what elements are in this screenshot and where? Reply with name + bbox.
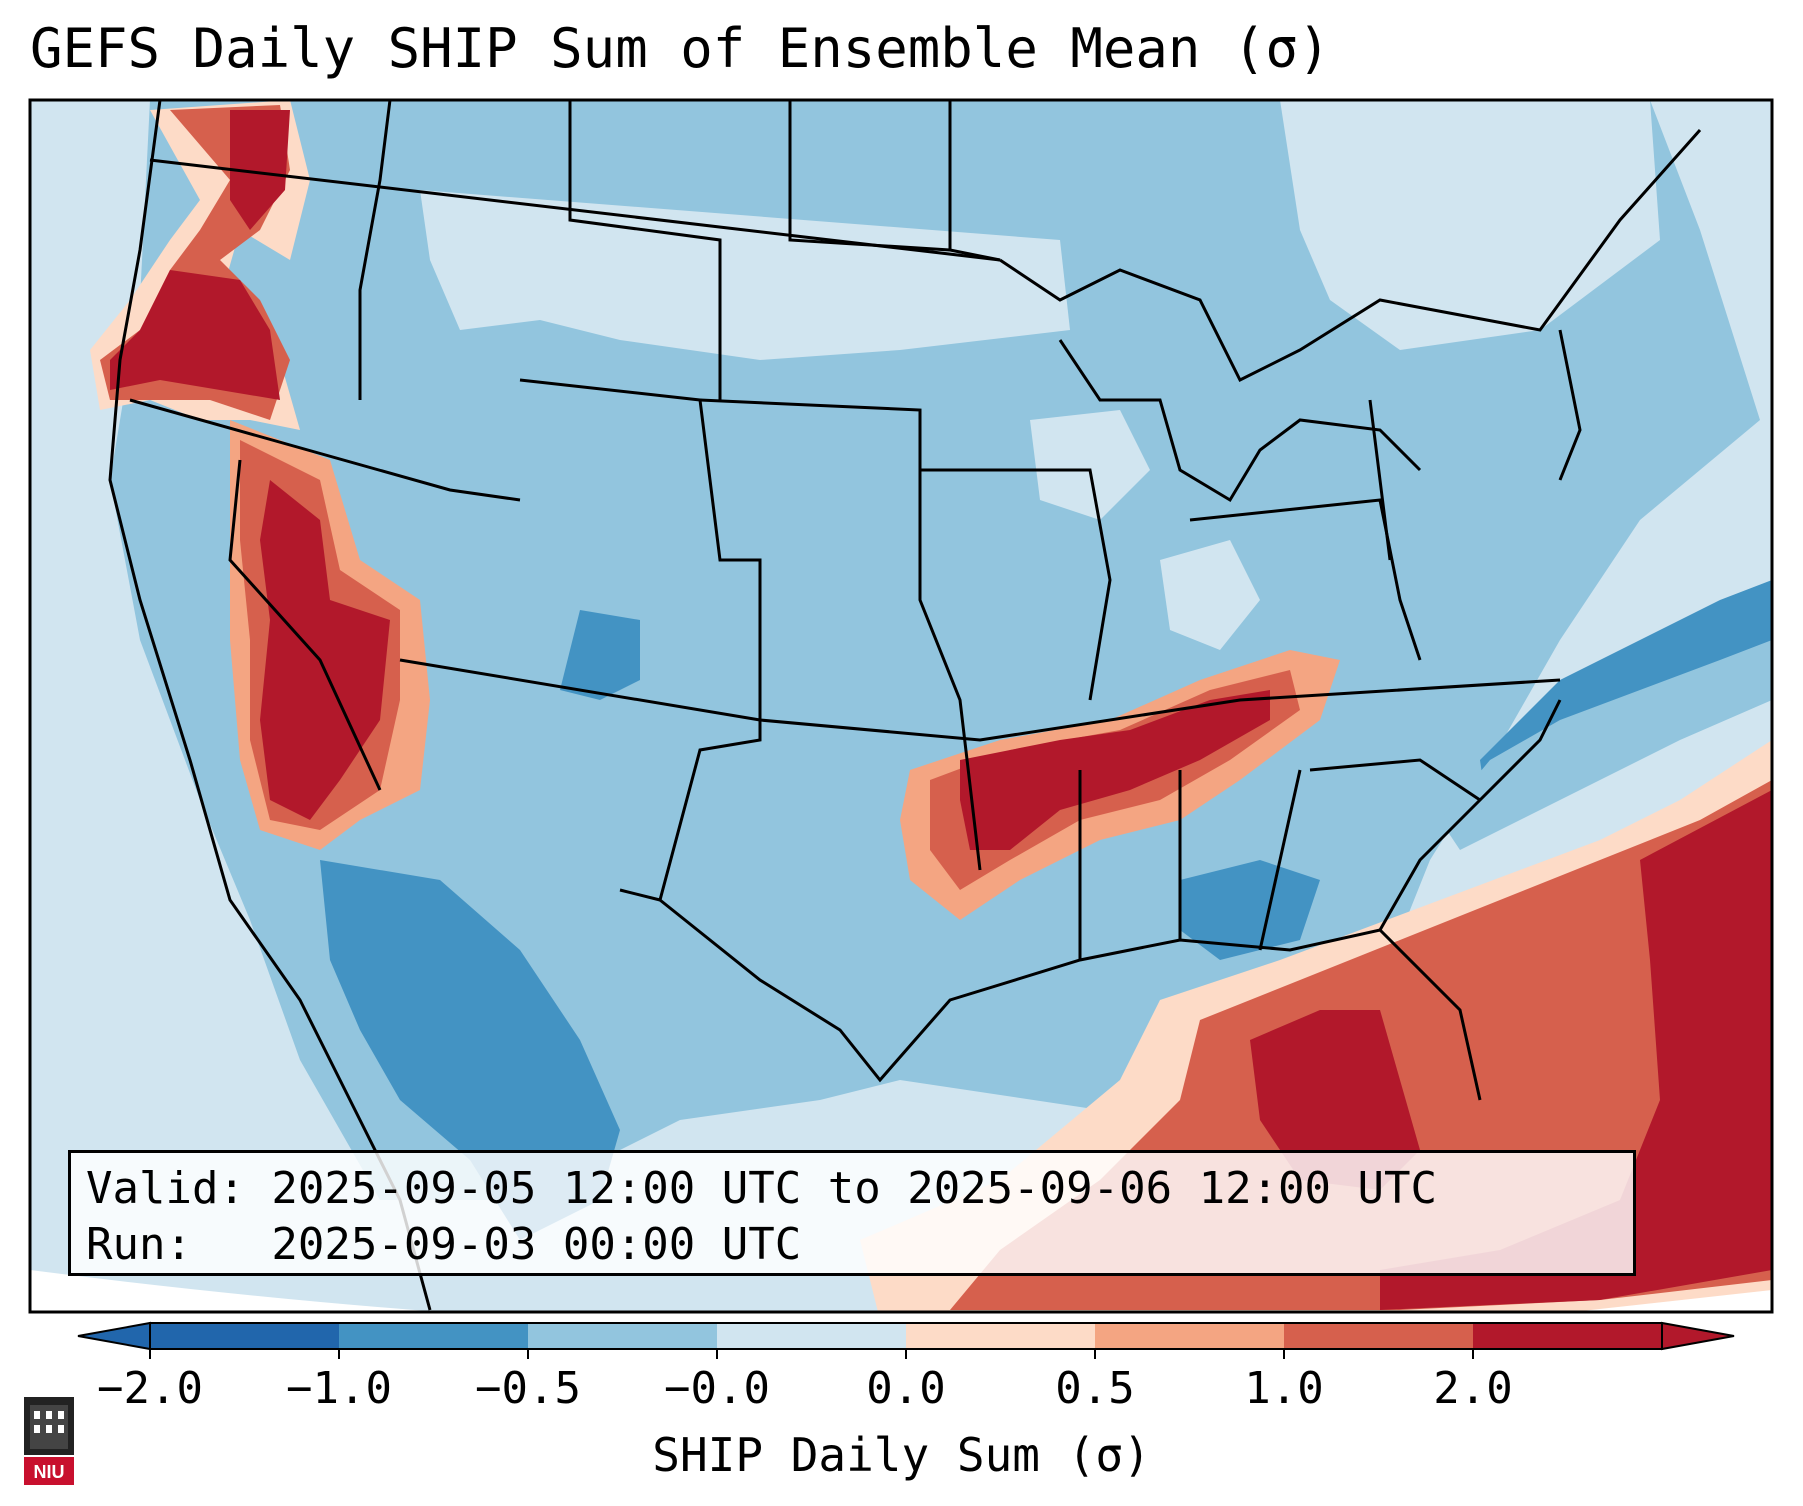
- colorbar: [77, 1321, 1735, 1359]
- colorbar-tick-label: 0.5: [1055, 1363, 1135, 1414]
- colorbar-tick-label: 0.0: [866, 1363, 946, 1414]
- state-borders: [108, 100, 1702, 1311]
- colorbar-swatch: [1284, 1323, 1474, 1349]
- colorbar-tick-label: −2.0: [97, 1363, 203, 1414]
- colorbar-swatch: [1473, 1323, 1663, 1349]
- map-title: GEFS Daily SHIP Sum of Ensemble Mean (σ): [30, 17, 1331, 80]
- svg-text:NIU: NIU: [34, 1462, 65, 1482]
- valid-time-text: Valid: 2025-09-05 12:00 UTC to 2025-09-0…: [86, 1163, 1438, 1214]
- anomaly-low-colorado: [560, 610, 640, 700]
- run-time-text: Run: 2025-09-03 00:00 UTC: [86, 1219, 802, 1270]
- colorbar-swatch: [1095, 1323, 1285, 1349]
- colorbar-swatch: [906, 1323, 1096, 1349]
- map-frame: [28, 98, 1774, 1314]
- colorbar-tick-label: 1.0: [1244, 1363, 1324, 1414]
- colorbar-swatch: [150, 1323, 340, 1349]
- colorbar-tick-label: −0.0: [664, 1363, 770, 1414]
- colorbar-swatch: [339, 1323, 529, 1349]
- validity-info-box: Valid: 2025-09-05 12:00 UTC to 2025-09-0…: [68, 1150, 1636, 1276]
- colorbar-tick-label: 2.0: [1433, 1363, 1513, 1414]
- anomaly-low-mexico: [320, 860, 620, 1240]
- colorbar-swatch: [717, 1323, 907, 1349]
- colorbar-extend-min: [77, 1321, 151, 1351]
- colorbar-extend-max: [1661, 1321, 1735, 1351]
- colorbar-swatch: [528, 1323, 718, 1349]
- colorbar-tick-label: −1.0: [286, 1363, 392, 1414]
- colorbar-tick-label: −0.5: [475, 1363, 581, 1414]
- niu-logo: NIU: [24, 1397, 74, 1485]
- land-base: [110, 100, 1760, 1200]
- colorbar-label: SHIP Daily Sum (σ): [652, 1428, 1151, 1482]
